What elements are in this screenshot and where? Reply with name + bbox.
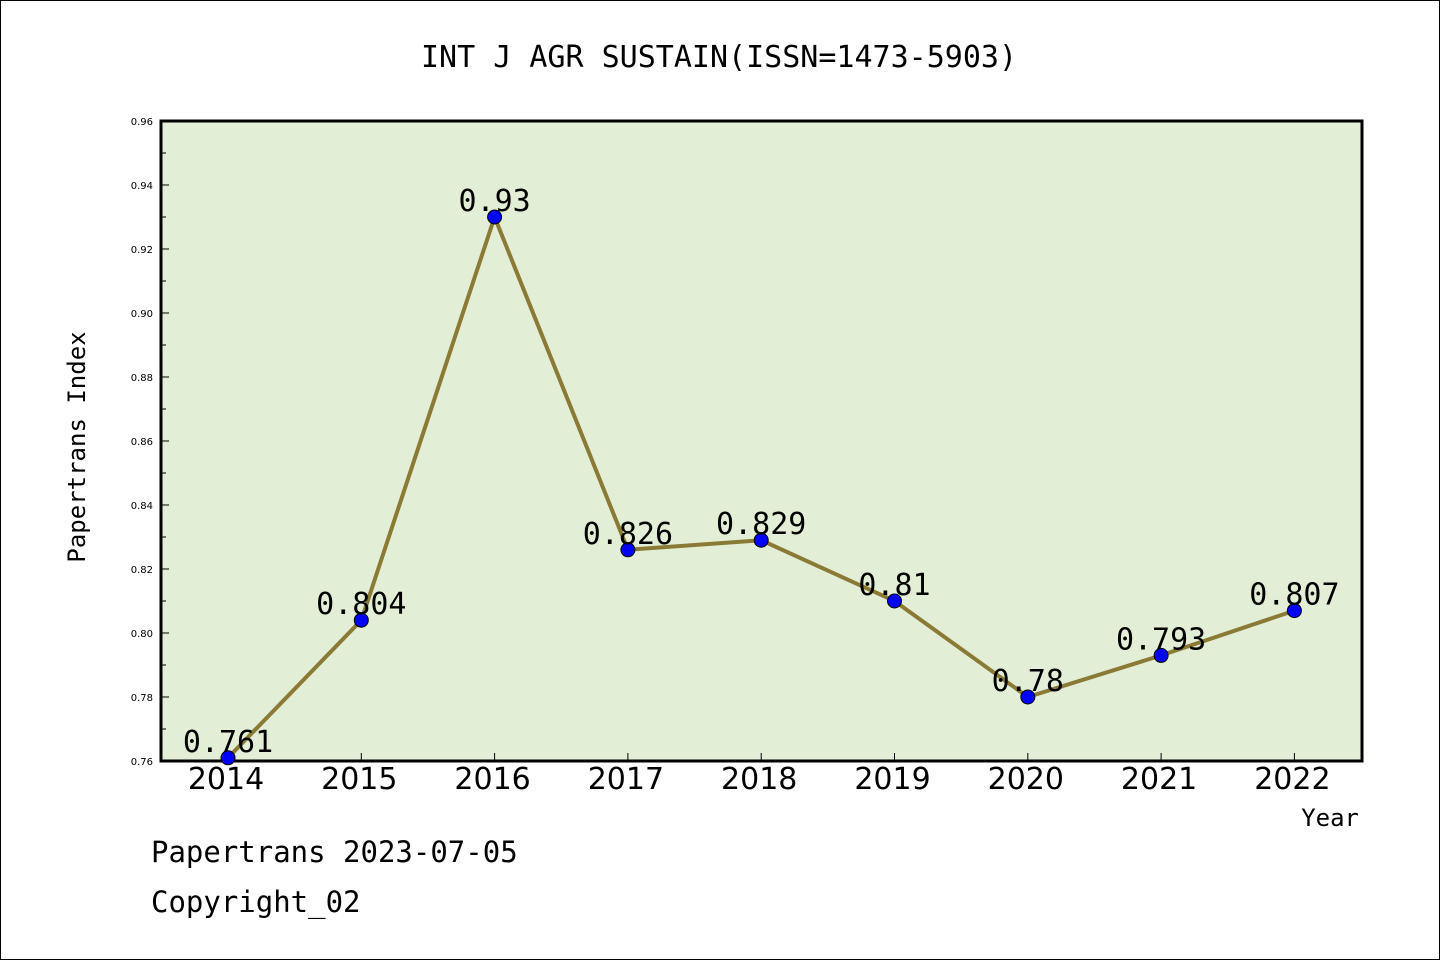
x-tick-label: 2014 xyxy=(188,762,264,797)
y-axis-title: Papertrans Index xyxy=(63,331,91,562)
source-date-text: Papertrans 2023-07-05 xyxy=(151,835,518,869)
data-point xyxy=(753,532,769,548)
y-tick-label: 0.84 xyxy=(131,501,153,512)
data-value-label: 0.807 xyxy=(1249,578,1339,613)
data-value-label: 0.804 xyxy=(316,587,406,622)
data-labels: 0.761 0.804 0.93 0.826 0.829 0.81 0.78 0.793 0.8… xyxy=(183,184,1340,760)
data-point xyxy=(487,209,503,225)
data-point xyxy=(1286,603,1302,619)
data-value-label: 0.81 xyxy=(858,568,930,603)
y-tick-label: 0.86 xyxy=(131,437,153,448)
data-value-label: 0.93 xyxy=(458,184,530,219)
x-tick-label: 2015 xyxy=(321,762,397,797)
data-value-label: 0.78 xyxy=(992,664,1064,699)
x-axis: 2014 2015 2016 2017 2018 2019 2020 2021 2022 xyxy=(188,753,1331,797)
y-axis: 0.76 0.78 0.80 0.82 0.84 0.86 0.88 0.90 0.92 0.94… xyxy=(131,117,169,768)
data-value-label: 0.829 xyxy=(716,507,806,542)
data-point xyxy=(1020,689,1036,705)
y-tick-label: 0.80 xyxy=(131,629,153,640)
data-point xyxy=(220,750,236,766)
data-point xyxy=(353,612,369,628)
y-tick-label: 0.82 xyxy=(131,565,153,576)
x-tick-label: 2020 xyxy=(988,762,1064,797)
data-point xyxy=(1153,647,1169,663)
data-value-label: 0.826 xyxy=(583,517,673,552)
data-value-label: 0.793 xyxy=(1116,622,1206,657)
series-markers xyxy=(220,209,1302,766)
chart-title: INT J AGR SUSTAIN(ISSN=1473-5903) xyxy=(421,40,1017,75)
x-tick-label: 2019 xyxy=(854,762,930,797)
y-tick-label: 0.96 xyxy=(131,117,153,128)
x-tick-label: 2018 xyxy=(721,762,797,797)
x-tick-label: 2022 xyxy=(1254,762,1330,797)
y-tick-label: 0.94 xyxy=(131,181,153,192)
y-tick-label: 0.88 xyxy=(131,373,153,384)
data-value-label: 0.761 xyxy=(183,725,273,760)
copyright-text: Copyright_02 xyxy=(151,885,361,919)
plot-area xyxy=(159,119,1364,763)
data-point xyxy=(887,593,902,609)
y-tick-label: 0.76 xyxy=(131,757,153,768)
y-tick-label: 0.90 xyxy=(131,309,153,320)
x-axis-title: Year xyxy=(1301,804,1359,832)
x-tick-label: 2021 xyxy=(1121,762,1197,797)
x-tick-label: 2016 xyxy=(454,762,530,797)
x-tick-label: 2017 xyxy=(588,762,664,797)
y-tick-label: 0.78 xyxy=(131,693,153,704)
data-point xyxy=(620,542,636,558)
y-tick-label: 0.92 xyxy=(131,245,153,256)
